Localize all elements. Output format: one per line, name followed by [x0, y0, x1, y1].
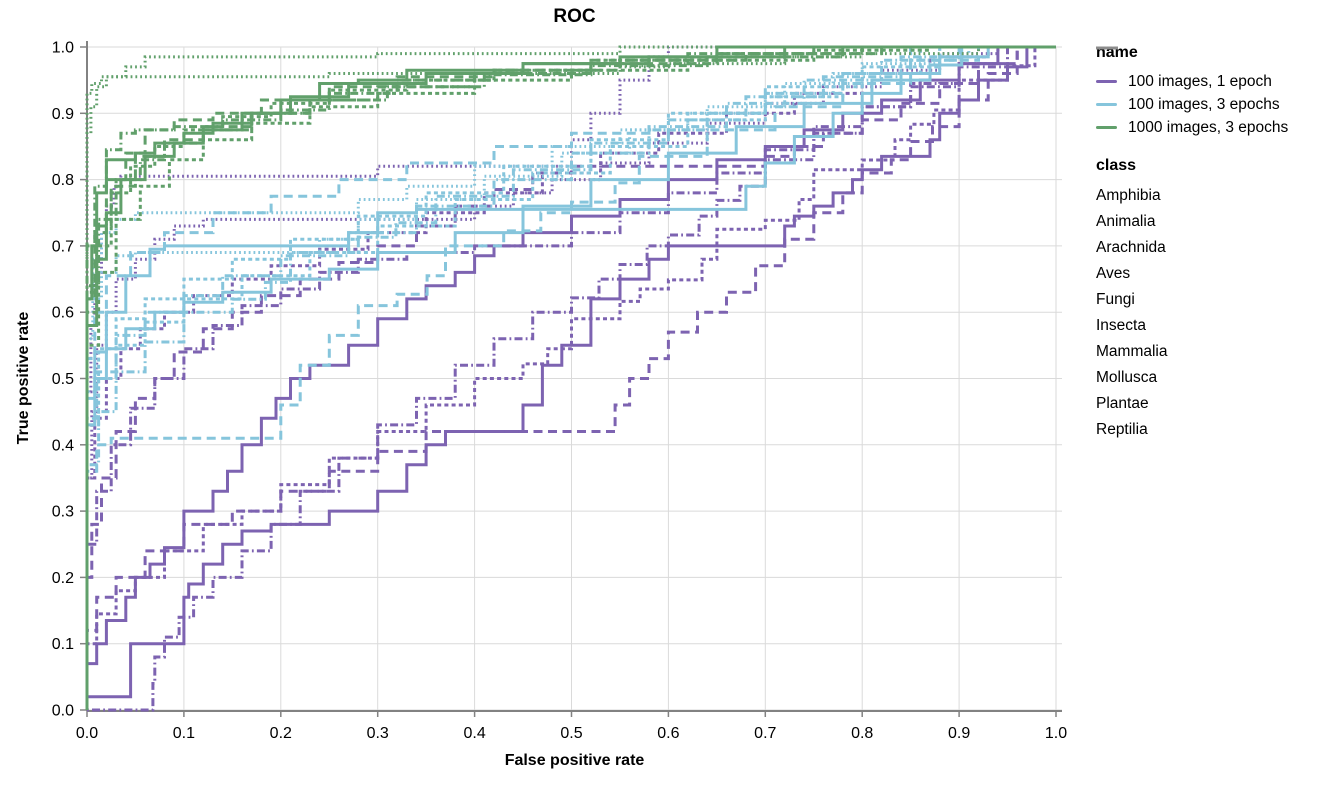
x-axis-title: False positive rate [504, 752, 645, 769]
y-tick-label: 0.9 [52, 106, 74, 123]
roc-curve-reptilia-green [85, 45, 1056, 710]
x-tick-label: 0.8 [851, 725, 873, 742]
legend-class-label: Animalia [1096, 213, 1156, 230]
roc-curve-arachnida-cyan [85, 45, 1056, 710]
roc-curve-reptilia-purple [87, 45, 1056, 712]
x-tick-label: 0.4 [463, 725, 485, 742]
legend-class-label: Mammalia [1096, 343, 1168, 360]
y-tick-label: 0.7 [52, 238, 74, 255]
y-tick-label: 0.3 [52, 504, 74, 521]
legend-color-swatch [1096, 125, 1117, 130]
legend-class-label: Insecta [1096, 317, 1146, 334]
legend-class-item: Plantae [1096, 46, 1336, 417]
legend-name-item: 1000 images, 3 epochs [1096, 116, 1336, 139]
legend-class-label: Mollusca [1096, 369, 1158, 386]
legend-name-label: 100 images, 1 epoch [1128, 72, 1272, 90]
y-tick-label: 0.0 [52, 703, 74, 720]
legend-dash-swatch [1096, 46, 1118, 50]
legend-name-item: 100 images, 1 epoch [1096, 70, 1336, 93]
legend-class-label: Arachnida [1096, 239, 1166, 256]
legend-class-item: Mollusca [1096, 46, 1336, 391]
roc-curve-plantae-green [85, 45, 1056, 710]
roc-curve-fungi-cyan [85, 45, 1056, 710]
x-tick-label: 0.6 [657, 725, 679, 742]
legend-class-item: Amphibia [1096, 46, 1336, 209]
legend-class-label: Reptilia [1096, 421, 1148, 438]
legend-name-title: name [1096, 44, 1138, 61]
legend-dash-swatch [1096, 46, 1118, 50]
y-tick-label: 0.2 [52, 570, 74, 587]
legend-class-item: Aves [1096, 46, 1336, 287]
legend-class-label: Aves [1096, 265, 1131, 282]
y-tick-label: 0.4 [52, 437, 74, 454]
legend-class-item: Animalia [1096, 46, 1336, 235]
x-tick-label: 0.9 [948, 725, 970, 742]
roc-curve-mollusca-purple [85, 45, 1056, 710]
legend-color-swatch [1096, 102, 1117, 107]
legend-class-item: Reptilia [1096, 46, 1336, 443]
legend-class-item: Mammalia [1096, 46, 1336, 365]
x-tick-label: 0.7 [754, 725, 776, 742]
y-tick-label: 0.1 [52, 636, 74, 653]
roc-curve-animalia-purple [85, 45, 1056, 710]
legend-name-label: 100 images, 3 epochs [1128, 95, 1280, 113]
legend-class-label: Fungi [1096, 291, 1135, 308]
roc-curve-mollusca-green [85, 45, 1056, 710]
roc-curve-mammalia-purple [85, 45, 1056, 710]
roc-curve-aves-green [85, 45, 1056, 710]
y-tick-label: 0.5 [52, 371, 74, 388]
x-tick-label: 1.0 [1045, 725, 1067, 742]
roc-curve-insecta-cyan [85, 45, 1056, 710]
legend-class-items: Amphibia Animalia Arachnida Aves Fungi Insect… [1096, 46, 1336, 443]
legend: name 100 images, 1 epoch 100 images, 3 ep… [1096, 44, 1336, 443]
x-tick-label: 0.0 [76, 725, 98, 742]
legend-name-label: 1000 images, 3 epochs [1128, 118, 1289, 136]
legend-class-item: Fungi [1096, 46, 1336, 313]
legend-class-item: Arachnida [1096, 46, 1336, 261]
legend-class-item: Insecta [1096, 46, 1336, 339]
y-tick-label: 0.8 [52, 172, 74, 189]
legend-class-label: Amphibia [1096, 187, 1161, 204]
legend-name-items: 100 images, 1 epoch 100 images, 3 epochs 1… [1096, 70, 1336, 139]
roc-curve-fungi-green [85, 45, 1056, 710]
chart-title: ROC [553, 6, 596, 27]
legend-class-label: Plantae [1096, 395, 1149, 412]
roc-curve-insecta-purple [85, 45, 1056, 710]
legend-name-item: 100 images, 3 epochs [1096, 93, 1336, 116]
roc-curve-amphibia-cyan [85, 45, 1056, 710]
x-tick-label: 0.2 [270, 725, 292, 742]
legend-class-title: class [1096, 157, 1137, 174]
y-tick-label: 1.0 [52, 40, 74, 57]
x-tick-label: 0.5 [560, 725, 582, 742]
x-tick-label: 0.1 [173, 725, 195, 742]
legend-color-swatch [1096, 79, 1117, 84]
roc-curve-amphibia-purple [85, 45, 1056, 710]
y-tick-label: 0.6 [52, 305, 74, 322]
x-tick-label: 0.3 [367, 725, 389, 742]
